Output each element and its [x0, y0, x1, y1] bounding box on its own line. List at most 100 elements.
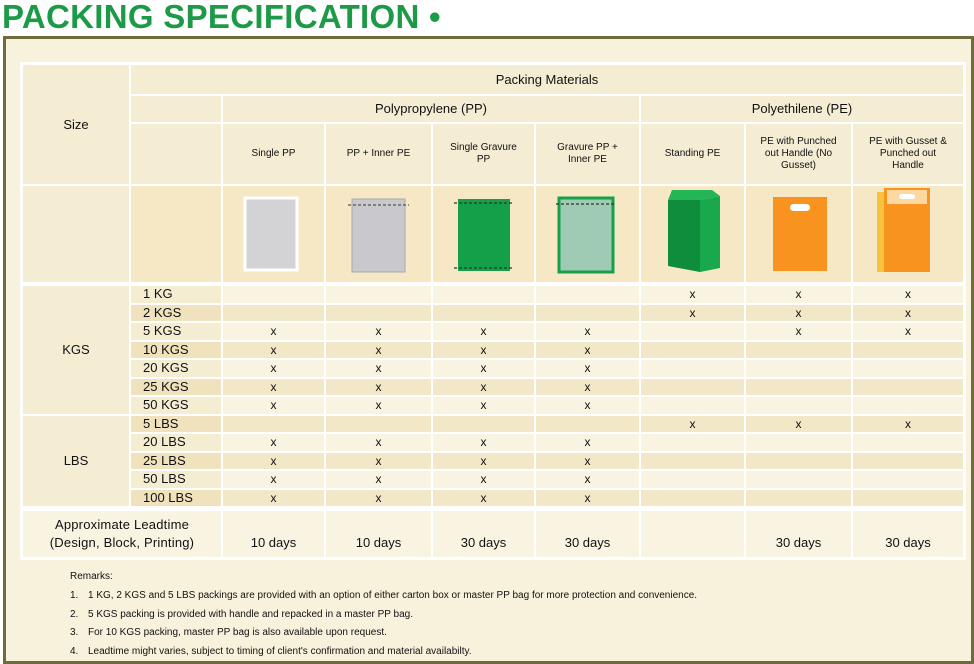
mark-cell: x — [536, 434, 639, 451]
mark-cell: x — [326, 452, 431, 469]
remark-text: Leadtime might varies, subject to timing… — [88, 646, 472, 658]
mark-cell: x — [433, 323, 534, 340]
group-header: Polyethilene (PE) — [641, 96, 963, 122]
column-header: PP + Inner PE — [326, 124, 431, 184]
icon-pe-punched-handle — [773, 197, 827, 271]
remark-number: 2. — [70, 608, 79, 620]
mark-cell — [223, 304, 324, 321]
size-label: 50 LBS — [131, 471, 221, 488]
mark-cell: x — [853, 415, 963, 432]
leadtime-cell: 10 days — [326, 511, 431, 557]
mark-cell: x — [326, 397, 431, 414]
mark-cell: x — [536, 397, 639, 414]
mark-cell — [223, 415, 324, 432]
mark-cell — [853, 341, 963, 358]
column-header: Gravure PP + Inner PE — [536, 124, 639, 184]
mark-cell — [746, 489, 851, 506]
mark-cell — [641, 360, 744, 377]
mark-cell: x — [536, 323, 639, 340]
remark-number: 1. — [70, 590, 79, 601]
size-header-fill — [23, 186, 129, 282]
mark-cell — [641, 378, 744, 395]
size-group: LBS — [23, 415, 129, 506]
mark-cell: x — [853, 323, 963, 340]
size-label: 20 LBS — [131, 434, 221, 451]
size-label: 25 LBS — [131, 452, 221, 469]
mark-cell: x — [433, 360, 534, 377]
mark-cell: x — [223, 434, 324, 451]
mark-cell — [746, 360, 851, 377]
column-header: Standing PE — [641, 124, 744, 184]
remark-number: 3. — [70, 627, 79, 639]
mark-cell — [433, 304, 534, 321]
mark-cell: x — [223, 471, 324, 488]
mark-cell: x — [433, 397, 534, 414]
mark-cell: x — [433, 471, 534, 488]
size-label: 5 LBS — [131, 415, 221, 432]
mark-cell: x — [223, 360, 324, 377]
mark-cell: x — [223, 323, 324, 340]
remark-number: 4. — [70, 646, 79, 658]
mark-cell: x — [746, 304, 851, 321]
mark-cell — [641, 471, 744, 488]
header-fill — [131, 124, 221, 184]
size-label: 2 KGS — [131, 304, 221, 321]
remark-text: 1 KG, 2 KGS and 5 LBS packings are provi… — [88, 590, 698, 601]
mark-cell — [536, 415, 639, 432]
mark-cell: x — [326, 360, 431, 377]
icon-single-gravure-pp — [454, 199, 514, 271]
mark-cell: x — [641, 415, 744, 432]
mark-cell — [641, 323, 744, 340]
mark-cell — [641, 434, 744, 451]
mark-cell — [746, 452, 851, 469]
mark-cell: x — [746, 323, 851, 340]
mark-cell — [641, 489, 744, 506]
column-header: PE with Punched out Handle (No Gusset) — [746, 124, 851, 184]
mark-cell: x — [326, 471, 431, 488]
column-header: Single PP — [223, 124, 324, 184]
mark-cell: x — [853, 304, 963, 321]
mark-cell: x — [326, 378, 431, 395]
mark-cell — [326, 286, 431, 303]
icon-pe-gusset-handle — [877, 188, 930, 272]
mark-cell — [536, 286, 639, 303]
size-label: 50 KGS — [131, 397, 221, 414]
mark-cell — [536, 304, 639, 321]
mark-cell: x — [326, 341, 431, 358]
group-header: Polypropylene (PP) — [223, 96, 639, 122]
mark-cell: x — [853, 286, 963, 303]
mark-cell — [853, 452, 963, 469]
icon-gravure-pp-inner-pe — [556, 196, 616, 274]
remarks-title: Remarks: — [70, 571, 113, 582]
mark-cell — [746, 341, 851, 358]
mark-cell: x — [536, 360, 639, 377]
mark-cell — [853, 434, 963, 451]
mark-cell — [746, 378, 851, 395]
mark-cell: x — [223, 378, 324, 395]
icon-standing-pe — [668, 190, 720, 272]
icon-single-pp — [243, 196, 299, 272]
mark-cell: x — [326, 323, 431, 340]
mark-cell: x — [223, 489, 324, 506]
size-header: Size — [23, 65, 129, 184]
mark-cell: x — [433, 489, 534, 506]
leadtime-label-line: Approximate Leadtime — [54, 517, 190, 533]
column-header: PE with Gusset & Punched out Handle — [853, 124, 963, 184]
mark-cell: x — [746, 415, 851, 432]
size-label: 10 KGS — [131, 341, 221, 358]
mark-cell: x — [223, 452, 324, 469]
mark-cell: x — [223, 397, 324, 414]
mark-cell: x — [536, 378, 639, 395]
size-label: 20 KGS — [131, 360, 221, 377]
mark-cell — [223, 286, 324, 303]
mark-cell: x — [326, 489, 431, 506]
page-title: PACKING SPECIFICATION • — [2, 0, 441, 35]
mark-cell: x — [536, 489, 639, 506]
mark-cell — [433, 415, 534, 432]
mark-cell — [641, 397, 744, 414]
mark-cell: x — [433, 452, 534, 469]
mark-cell — [326, 415, 431, 432]
remark-text: 5 KGS packing is provided with handle an… — [88, 608, 414, 620]
